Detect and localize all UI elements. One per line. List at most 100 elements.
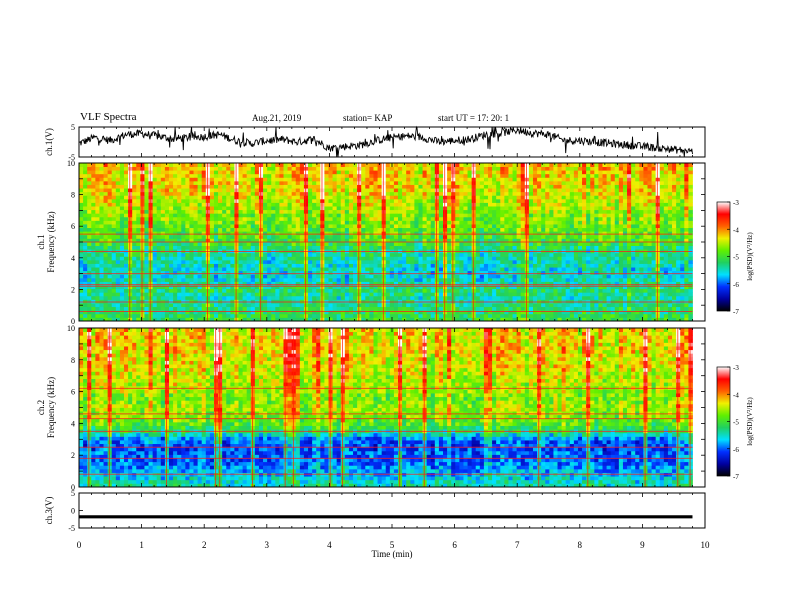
ch1-spec-cell — [267, 252, 272, 257]
ch1-spec-cell — [635, 259, 640, 264]
ch1-spec-cell — [287, 259, 293, 264]
ch1-spec-cell — [459, 231, 464, 236]
ch1-spec-cell — [537, 220, 542, 225]
ch1-spec-cell — [181, 288, 186, 293]
ch1-spec-cell — [267, 213, 272, 218]
ch1-spec-cell — [627, 313, 632, 318]
ch1-spec-cell — [115, 202, 121, 207]
ch1-spec-cell — [516, 216, 522, 221]
ch1-spec-cell — [140, 256, 145, 261]
ch1-spec-cell — [234, 213, 239, 218]
ch1-spec-cell — [614, 270, 620, 275]
ch1-spec-cell — [467, 213, 473, 218]
ch1-spec-cell — [209, 256, 215, 261]
ch1-spec-cell — [373, 245, 378, 250]
ch1-spec-cell — [582, 227, 587, 232]
ch1-spec-cell — [95, 227, 100, 232]
ch1-spec-cell — [373, 288, 378, 293]
ch1-spec-cell — [532, 242, 538, 246]
ch1-spec-cell — [647, 285, 652, 290]
ch1-spec-cell — [164, 270, 170, 275]
ch1-spec-cell — [320, 299, 325, 304]
ch1-spec-cell — [447, 231, 452, 236]
ch1-spec-cell — [430, 216, 436, 221]
ch1-spec-cell — [430, 242, 436, 246]
ch1-spec-cell — [177, 299, 182, 304]
ch1-spec-cell — [598, 281, 603, 286]
ch1-spec-cell — [95, 263, 100, 268]
ch1-spec-cell — [230, 303, 235, 308]
ch1-spec-cell — [492, 256, 497, 261]
ch1-spec-cell — [684, 295, 689, 300]
ch1-spec-cell — [148, 242, 154, 246]
ch1-spec-cell — [177, 231, 182, 236]
ch1-spec-cell — [234, 220, 239, 225]
ch1-spec-cell — [377, 234, 383, 239]
ch1-spec-cell — [242, 313, 248, 318]
ch1-spec-cell — [365, 267, 370, 272]
ch1-spec-cell — [430, 231, 436, 236]
ch1-spec-cell — [528, 267, 534, 272]
ch1-spec-cell — [582, 281, 587, 286]
ch1-spec-cell — [389, 299, 395, 304]
ch1-spec-cell — [312, 277, 317, 282]
ch1-spec-cell — [496, 281, 501, 286]
ch1-spec-cell — [418, 285, 423, 290]
ch1-spec-cell — [557, 216, 562, 221]
ch1-spec-cell — [475, 206, 481, 211]
ch1-spec-cell — [238, 310, 243, 315]
ch1-spec-cell — [365, 259, 370, 264]
ch1-spec-cell — [103, 295, 109, 300]
ch1-spec-cell — [209, 285, 215, 290]
ch1-spec-cell — [635, 245, 640, 250]
ch1-spec-cell — [213, 231, 219, 236]
ch1-spec-cell — [471, 252, 477, 257]
ch1-spec-cell — [299, 234, 305, 239]
ch1-spec-cell — [267, 306, 272, 311]
ch1-spec-cell — [541, 216, 546, 221]
ch1-spec-cell — [512, 277, 518, 282]
ch1-spec-cell — [586, 224, 591, 229]
ch1-spec-cell — [185, 206, 190, 211]
ch1-spec-cell — [128, 202, 133, 207]
ch1-spec-cell — [119, 256, 125, 261]
ch1-spec-cell — [627, 263, 632, 268]
ch1-spec-cell — [87, 310, 92, 315]
ch1-spec-cell — [447, 259, 452, 264]
ch1-spec-cell — [160, 256, 166, 261]
ch1-spec-cell — [639, 274, 644, 279]
ch1-spec-cell — [258, 270, 264, 275]
ch1-spec-cell — [348, 288, 354, 293]
ch1-spec-cell — [443, 256, 448, 261]
ch1-spec-cell — [402, 256, 407, 261]
ch1-spec-cell — [173, 303, 178, 308]
ch1-spec-cell — [594, 310, 599, 315]
ch1-spec-cell — [353, 209, 358, 214]
ch1-spec-cell — [361, 267, 366, 272]
ch1-spec-cell — [471, 270, 477, 275]
ch1-spec-cell — [156, 206, 162, 211]
ch1-spec-cell — [672, 256, 677, 261]
ch1-spec-cell — [647, 220, 652, 225]
ch1-spec-cell — [606, 263, 612, 268]
ch1-spec-cell — [377, 224, 383, 229]
ch1-spec-cell — [140, 216, 145, 221]
ch1-spec-cell — [353, 303, 358, 308]
ch1-spec-cell — [635, 274, 640, 279]
ch1-spec-cell — [569, 227, 575, 232]
ch1-spec-cell — [622, 263, 628, 268]
ch1-spec-cell — [242, 238, 248, 243]
ch1-spec-cell — [234, 202, 239, 207]
ch1-spec-cell — [320, 288, 325, 293]
ch1-spec-cell — [479, 317, 485, 322]
ch1-spec-cell — [123, 224, 129, 229]
ch1-spec-cell — [381, 310, 387, 315]
ch1-spec-cell — [524, 227, 530, 232]
ch1-spec-cell — [663, 292, 669, 297]
ch1-spec-cell — [328, 292, 333, 297]
ch1-spec-cell — [500, 227, 505, 232]
ch1-spec-cell — [361, 213, 366, 218]
ch1-spec-cell — [549, 220, 554, 225]
ch1-spec-cell — [181, 267, 186, 272]
ch1-spec-cell — [688, 292, 693, 297]
